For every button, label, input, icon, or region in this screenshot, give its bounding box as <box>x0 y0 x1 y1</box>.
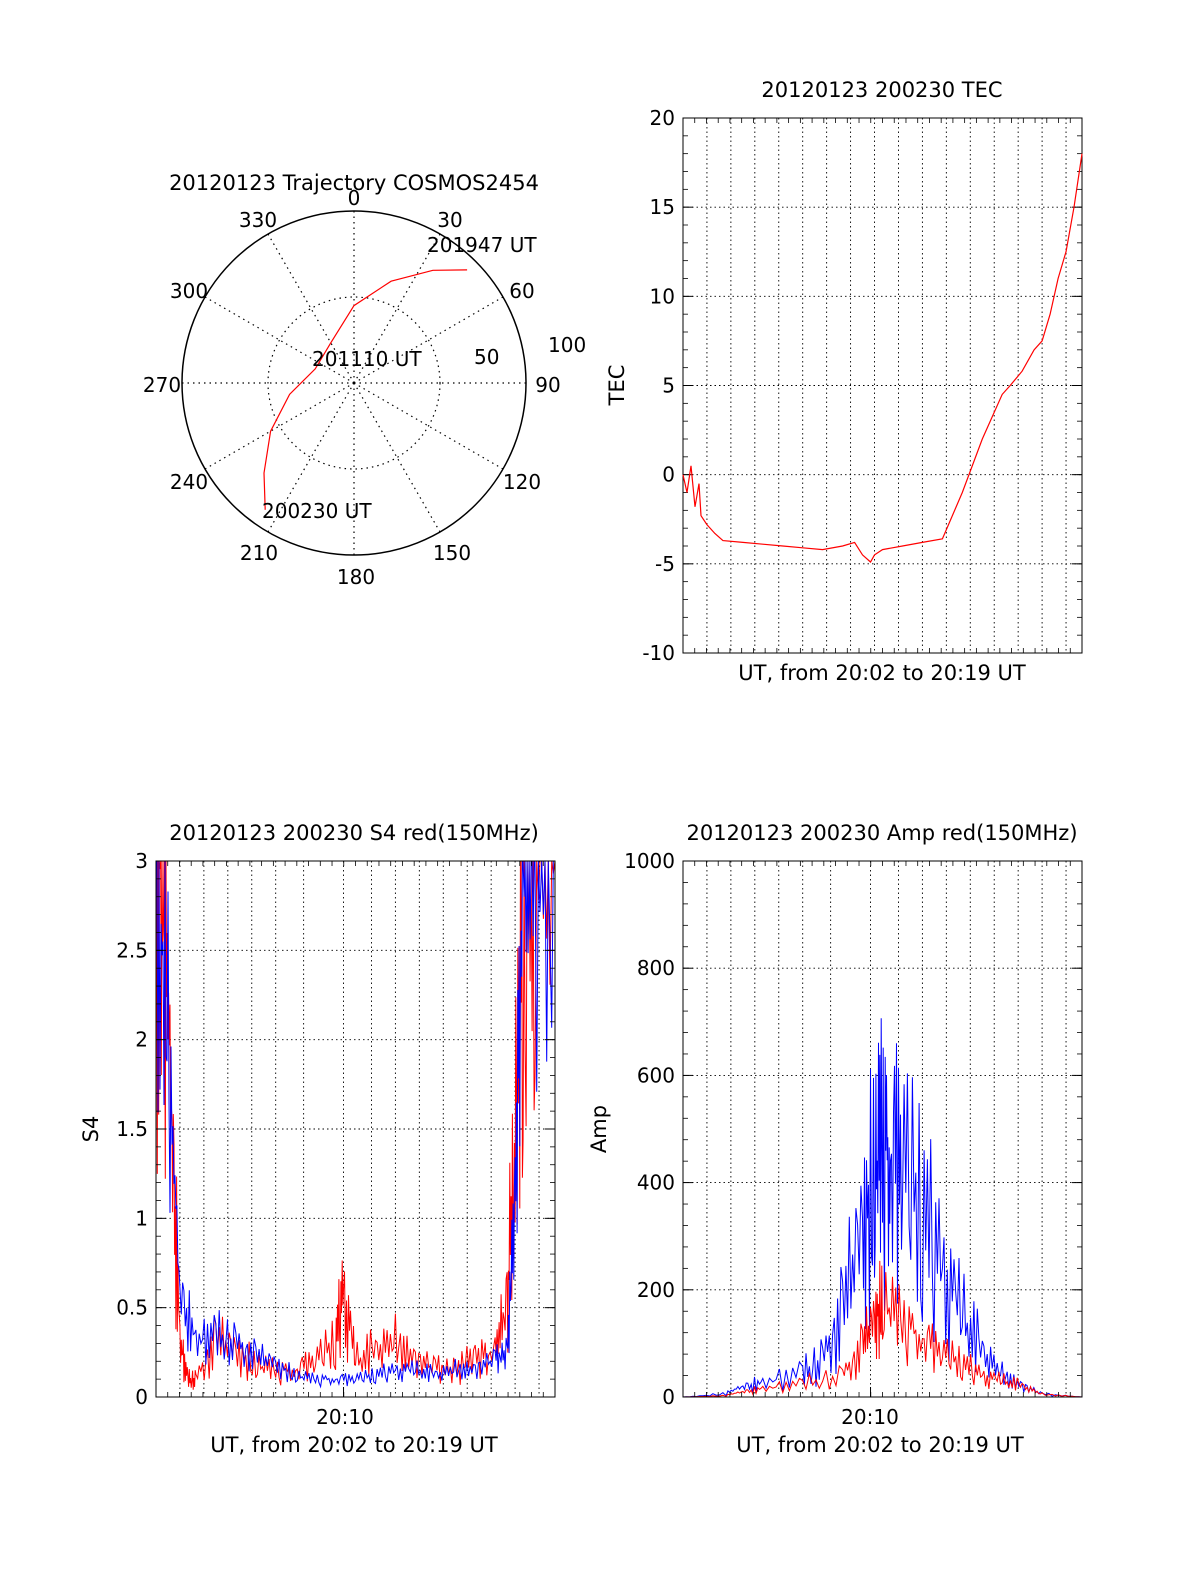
s4-series <box>156 860 556 1390</box>
s4-ytick-label-0: 0 <box>135 1385 148 1409</box>
polar-annotation-start: 200230 UT <box>262 499 372 523</box>
polar-grid-spoke-150 <box>353 382 441 533</box>
amp-ytick-label-5: 1000 <box>624 849 675 873</box>
polar-plot: 20120123 Trajectory COSMOS2454 0 30 60 90 12… <box>143 171 586 589</box>
tec-series-line <box>682 153 1083 563</box>
polar-grid-spoke-60 <box>353 296 504 384</box>
polar-grid-spoke-330 <box>267 233 355 384</box>
polar-grid <box>182 211 526 555</box>
tec-ylabel: TEC <box>605 365 629 407</box>
tec-ytick-label-4: 10 <box>650 284 675 308</box>
polar-radial-label-50: 50 <box>474 345 499 369</box>
polar-grid-spoke-120 <box>353 382 504 470</box>
amp-title: 20120123 200230 Amp red(150MHz) <box>686 821 1077 845</box>
s4-series-red-line <box>156 860 556 1390</box>
polar-azimuth-label-90: 90 <box>535 373 560 397</box>
polar-azimuth-label-300: 300 <box>170 279 208 303</box>
polar-grid-ring-50 <box>267 296 441 470</box>
tec-xlabel: UT, from 20:02 to 20:19 UT <box>738 661 1026 685</box>
tec-title: 20120123 200230 TEC <box>761 78 1002 102</box>
polar-azimuth-label-180: 180 <box>337 565 375 589</box>
s4-ytick-label-5: 2.5 <box>116 938 148 962</box>
tec-ytick-label-1: -5 <box>655 552 675 576</box>
tec-ytick-label-0: -10 <box>642 641 675 665</box>
amp-ticks: 0 200 400 600 800 1000 <box>624 849 1083 1409</box>
amp-series <box>682 1018 1083 1398</box>
s4-xlabel: UT, from 20:02 to 20:19 UT <box>210 1433 498 1457</box>
polar-grid-spoke-210 <box>267 382 355 533</box>
amp-xlabel: UT, from 20:02 to 20:19 UT <box>736 1433 1024 1457</box>
polar-azimuth-label-240: 240 <box>170 470 208 494</box>
polar-annotation-mid: 201110 UT <box>312 347 422 371</box>
polar-azimuth-label-30: 30 <box>437 208 462 232</box>
amp-plot: 20120123 200230 Amp red(150MHz) 0 200 400 6… <box>587 821 1083 1457</box>
polar-grid-spoke-300 <box>204 296 355 384</box>
polar-grid-spoke-240 <box>204 382 355 470</box>
amp-ytick-label-4: 800 <box>637 956 675 980</box>
polar-azimuth-label-270: 270 <box>143 373 181 397</box>
amp-ytick-label-2: 400 <box>637 1171 675 1195</box>
s4-ytick-label-3: 1.5 <box>116 1117 148 1141</box>
tec-ytick-label-3: 5 <box>662 374 675 398</box>
s4-ytick-label-1: 0.5 <box>116 1296 148 1320</box>
polar-azimuth-label-0: 0 <box>348 186 361 210</box>
tec-ytick-label-6: 20 <box>650 106 675 130</box>
polar-annotation-end: 201947 UT <box>427 233 537 257</box>
polar-grid-spoke-30 <box>353 233 441 384</box>
polar-azimuth-label-210: 210 <box>240 541 278 565</box>
tec-ticks: -10 -5 0 5 10 15 20 <box>642 106 1083 665</box>
polar-trajectory-line <box>263 269 468 510</box>
polar-azimuth-label-60: 60 <box>509 279 534 303</box>
tec-grid <box>683 118 1082 653</box>
polar-title: 20120123 Trajectory COSMOS2454 <box>169 171 539 195</box>
polar-azimuth-label-150: 150 <box>433 541 471 565</box>
s4-ytick-label-6: 3 <box>135 849 148 873</box>
s4-grid <box>156 861 555 1397</box>
s4-ytick-label-2: 1 <box>135 1206 148 1230</box>
s4-xtick-2010: 20:10 <box>316 1405 374 1429</box>
s4-ylabel: S4 <box>79 1116 103 1143</box>
polar-outer-ring <box>181 210 527 556</box>
amp-xtick-2010: 20:10 <box>841 1405 899 1429</box>
tec-ytick-label-2: 0 <box>662 463 675 487</box>
amp-ylabel: Amp <box>587 1105 611 1153</box>
polar-azimuth-label-330: 330 <box>239 208 277 232</box>
amp-ytick-label-3: 600 <box>637 1063 675 1087</box>
s4-plot: 20120123 200230 S4 red(150MHz) 0 0.5 1 1.5 2… <box>79 821 556 1457</box>
polar-azimuth-labels: 0 30 60 90 120 150 180 210 240 270 300 330 <box>143 186 561 589</box>
s4-ytick-label-4: 2 <box>135 1028 148 1052</box>
s4-title: 20120123 200230 S4 red(150MHz) <box>169 821 539 845</box>
amp-ytick-label-0: 0 <box>662 1385 675 1409</box>
tec-plot: 20120123 200230 TEC -10 -5 0 5 10 15 20 TEC UT… <box>605 78 1083 685</box>
s4-series-blue-line <box>156 860 555 1389</box>
amp-series-red-line <box>682 1260 1083 1398</box>
s4-ticks: 0 0.5 1 1.5 2 2.5 3 <box>116 849 556 1409</box>
polar-radial-label-100: 100 <box>548 333 586 357</box>
polar-azimuth-label-120: 120 <box>503 470 541 494</box>
amp-ytick-label-1: 200 <box>637 1278 675 1302</box>
tec-ytick-label-5: 15 <box>650 195 675 219</box>
